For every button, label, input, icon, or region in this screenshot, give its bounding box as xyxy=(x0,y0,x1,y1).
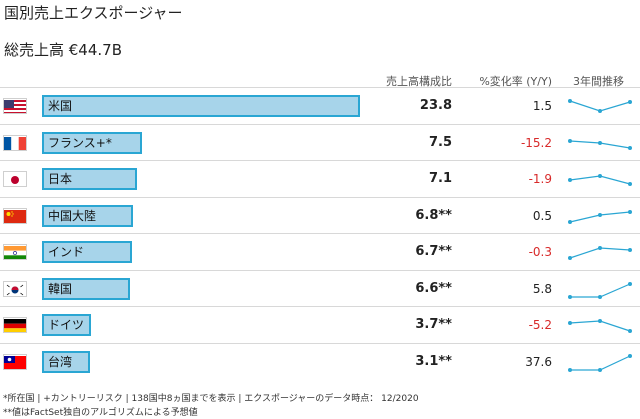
sparkline-point xyxy=(628,145,632,150)
change-value: -0.3 xyxy=(528,245,552,259)
trend-sparkline xyxy=(568,319,632,333)
share-bar xyxy=(42,131,143,154)
trend-sparkline xyxy=(568,174,632,186)
cn-flag-icon xyxy=(3,207,27,224)
table-row[interactable]: ドイツ 3.7** -5.2 xyxy=(0,306,640,343)
sparkline-point xyxy=(598,367,602,372)
share-value: 7.5 xyxy=(428,134,452,150)
sparkline-point xyxy=(628,100,632,104)
trend-sparkline xyxy=(568,353,632,372)
share-bar xyxy=(42,95,360,117)
table-row[interactable]: 中国大陸 6.8** 0.5 xyxy=(0,196,640,234)
country-name[interactable]: インド xyxy=(48,245,85,259)
sparkline-point xyxy=(568,256,572,260)
table-row[interactable]: 台湾 3.1** 37.6 xyxy=(0,342,640,380)
sparkline-point xyxy=(568,321,572,325)
country-name[interactable]: フランス+* xyxy=(48,135,112,150)
trend-sparkline xyxy=(568,246,632,260)
sparkline-point xyxy=(628,248,632,252)
change-value: 5.8 xyxy=(532,281,552,296)
kr-flag-icon xyxy=(3,280,27,297)
change-value: 0.5 xyxy=(532,208,552,223)
share-value: 23.8 xyxy=(419,98,452,113)
share-value: 3.1** xyxy=(415,353,452,369)
sparkline-point xyxy=(628,182,632,186)
trend-sparkline xyxy=(568,209,632,224)
share-bar xyxy=(42,241,132,263)
table-row[interactable]: フランス+* 7.5 -15.2 xyxy=(0,123,640,161)
share-bar xyxy=(42,350,90,373)
country-name[interactable]: 日本 xyxy=(48,172,73,186)
page-title: 国別売上エクスポージャー xyxy=(4,4,183,22)
share-value: 6.8** xyxy=(415,207,452,223)
country-name[interactable]: 米国 xyxy=(48,99,73,113)
trend-sparkline xyxy=(568,281,632,299)
sparkline-point xyxy=(568,178,572,182)
sparkline-point xyxy=(628,209,632,214)
change-value: -5.2 xyxy=(528,318,552,332)
change-value: 37.6 xyxy=(525,354,552,369)
country-name[interactable]: 韓国 xyxy=(48,281,73,296)
jp-flag-icon xyxy=(3,171,27,187)
change-value: 1.5 xyxy=(532,99,552,113)
trend-sparkline xyxy=(568,138,632,150)
share-value: 3.7** xyxy=(415,317,452,332)
us-flag-icon xyxy=(3,98,27,114)
sparkline-point xyxy=(568,294,572,299)
footnote-1: *所在国 | +カントリーリスク | 138国中8ヵ国までを表示 | エクスポー… xyxy=(3,394,419,404)
total-revenue: 総売上高 €44.7B xyxy=(4,41,123,59)
table-row[interactable]: 韓国 6.6** 5.8 xyxy=(0,269,640,307)
share-bar xyxy=(42,204,133,227)
in-flag-icon xyxy=(3,244,27,260)
country-name[interactable]: 台湾 xyxy=(48,354,73,369)
tw-flag-icon xyxy=(3,353,27,370)
sparkline-point xyxy=(598,246,602,250)
sparkline-point xyxy=(598,174,602,178)
country-name[interactable]: 中国大陸 xyxy=(48,208,97,223)
share-value: 6.7** xyxy=(415,244,452,259)
column-header-share[interactable]: 売上高構成比 xyxy=(386,75,452,88)
change-value: -15.2 xyxy=(520,135,552,150)
sparkline-point xyxy=(628,329,632,333)
share-value: 7.1 xyxy=(428,171,452,186)
change-value: -1.9 xyxy=(528,172,552,186)
footnote-2: **値はFactSet独自のアルゴリズムによる予想値 xyxy=(3,408,198,418)
table-row[interactable]: 日本 7.1 -1.9 xyxy=(0,160,640,197)
fr-flag-icon xyxy=(3,134,27,151)
sparkline-point xyxy=(568,219,572,224)
share-bar xyxy=(42,168,137,190)
sparkline-point xyxy=(598,212,602,217)
trend-sparkline xyxy=(568,99,632,113)
de-flag-icon xyxy=(3,317,27,333)
sparkline-point xyxy=(568,138,572,143)
sparkline-point xyxy=(628,353,632,358)
table-row[interactable]: 米国 23.8 1.5 xyxy=(0,87,640,124)
table-row[interactable]: インド 6.7** -0.3 xyxy=(0,233,640,270)
share-bar xyxy=(42,277,131,300)
sparkline-line xyxy=(570,354,631,371)
sparkline-point xyxy=(628,281,632,286)
share-bar xyxy=(42,314,92,336)
column-header-trend: 3年間推移 xyxy=(573,75,624,88)
sparkline-point xyxy=(598,140,602,145)
country-name[interactable]: ドイツ xyxy=(48,318,85,332)
sparkline-point xyxy=(598,109,602,113)
sparkline-point xyxy=(598,319,602,323)
sparkline-point xyxy=(568,99,572,103)
share-value: 6.6** xyxy=(415,280,452,296)
sparkline-point xyxy=(598,294,602,299)
column-header-change[interactable]: %変化率 (Y/Y) xyxy=(479,75,552,88)
sparkline-point xyxy=(568,367,572,372)
